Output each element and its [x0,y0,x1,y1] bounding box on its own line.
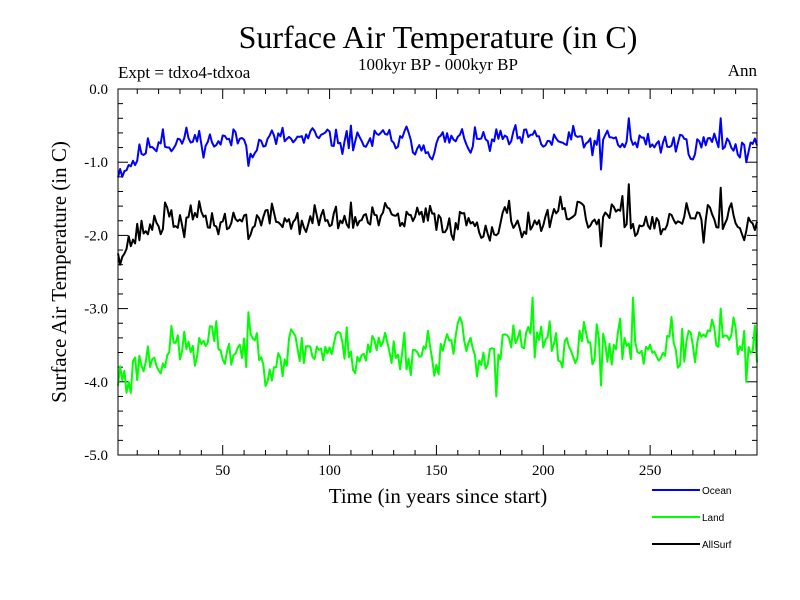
chart-title: Surface Air Temperature (in C) [239,19,638,55]
legend-label: AllSurf [702,540,732,551]
y-tick-label: -3.0 [84,302,108,318]
experiment-label: Expt = tdxo4-tdxoa [118,63,251,82]
y-tick-label: 0.0 [89,82,108,98]
y-tick-label: -5.0 [84,448,108,464]
legend-label: Land [702,513,724,524]
y-tick-label: -4.0 [84,375,108,391]
y-axis-label: Surface Air Temperature (in C) [47,141,71,403]
series-line-allsurf [117,183,758,266]
y-tick-labels: 0.0 -1.0 -2.0 -3.0 -4.0 -5.0 [84,82,108,464]
x-tick-labels: 50 100 150 200 250 [215,463,661,479]
legend-item-land: Land [652,513,724,524]
x-tick-label: 50 [215,463,230,479]
x-axis-label: Time (in years since start) [329,484,548,508]
series-line-ocean [117,117,758,178]
y-tick-label: -1.0 [84,155,108,171]
x-tick-label: 150 [425,463,448,479]
chart-subtitle: 100kyr BP - 000kyr BP [358,55,518,74]
y-tick-label: -2.0 [84,228,108,244]
legend-item-allsurf: AllSurf [652,540,732,551]
x-tick-label: 200 [532,463,555,479]
x-tick-label: 250 [639,463,662,479]
axis-ticks [118,89,757,455]
legend-label: Ocean [702,486,731,497]
season-label: Ann [728,61,758,80]
plot-frame [117,88,758,456]
x-tick-label: 100 [318,463,341,479]
series-layer [117,117,758,398]
legend: Ocean Land AllSurf [652,486,732,551]
legend-item-ocean: Ocean [652,486,731,497]
series-line-land [117,296,758,398]
